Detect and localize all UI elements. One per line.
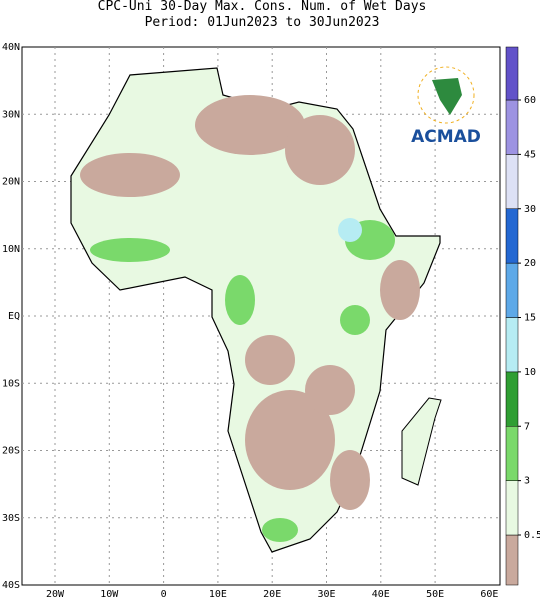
- colorbar-segment: [505, 208, 519, 264]
- colorbar: 0.5 3 7 10 15 20 30 45 60: [505, 46, 540, 586]
- lat-label: 40S: [2, 580, 20, 591]
- colorbar-segment: [505, 46, 519, 101]
- title: CPC-Uni 30-Day Max. Cons. Num. of Wet Da…: [98, 0, 427, 14]
- lon-label: 0: [161, 589, 167, 600]
- lat-label: 20N: [2, 177, 20, 188]
- lon-label: 20W: [46, 589, 65, 600]
- colorbar-segment: [505, 154, 519, 209]
- lon-label: 30E: [317, 589, 335, 600]
- wet-core: [338, 218, 362, 242]
- lat-label: 40N: [2, 42, 20, 53]
- colorbar-label: 15: [524, 313, 536, 324]
- lon-label: 40E: [372, 589, 390, 600]
- colorbar-label: 30: [524, 204, 536, 215]
- colorbar-label: 3: [524, 476, 530, 487]
- madagascar: [401, 397, 442, 486]
- map-area: ACMAD: [21, 46, 501, 586]
- lat-label: 30S: [2, 513, 20, 524]
- lon-label: 50E: [426, 589, 444, 600]
- lon-label: 20E: [263, 589, 281, 600]
- lon-label: 10W: [100, 589, 119, 600]
- lat-label: 10S: [2, 378, 20, 389]
- colorbar-label: 7: [524, 421, 530, 432]
- colorbar-segment: [505, 480, 519, 536]
- colorbar-segment: [505, 99, 519, 155]
- colorbar-label: 20: [524, 258, 536, 269]
- lon-label: 10E: [209, 589, 227, 600]
- dry-regions: [80, 95, 420, 510]
- colorbar-segment: [505, 262, 519, 318]
- colorbar-segment: [505, 534, 519, 586]
- logo: ACMAD: [411, 66, 481, 147]
- period: Period: 01Jun2023 to 30Jun2023: [145, 15, 380, 30]
- colorbar-label: 0.5: [524, 530, 540, 541]
- lon-label: 60E: [480, 589, 498, 600]
- logo-text: ACMAD: [411, 127, 481, 147]
- lat-label: EQ: [8, 311, 20, 322]
- colorbar-segment: [505, 426, 519, 481]
- lat-label: 30N: [2, 109, 20, 120]
- lat-label: 10N: [2, 244, 20, 255]
- colorbar-segment: [505, 371, 519, 427]
- colorbar-label: 45: [524, 149, 536, 160]
- colorbar-label: 60: [524, 95, 536, 106]
- colorbar-segment: [505, 317, 519, 373]
- lat-label: 20S: [2, 446, 20, 457]
- colorbar-label: 10: [524, 367, 536, 378]
